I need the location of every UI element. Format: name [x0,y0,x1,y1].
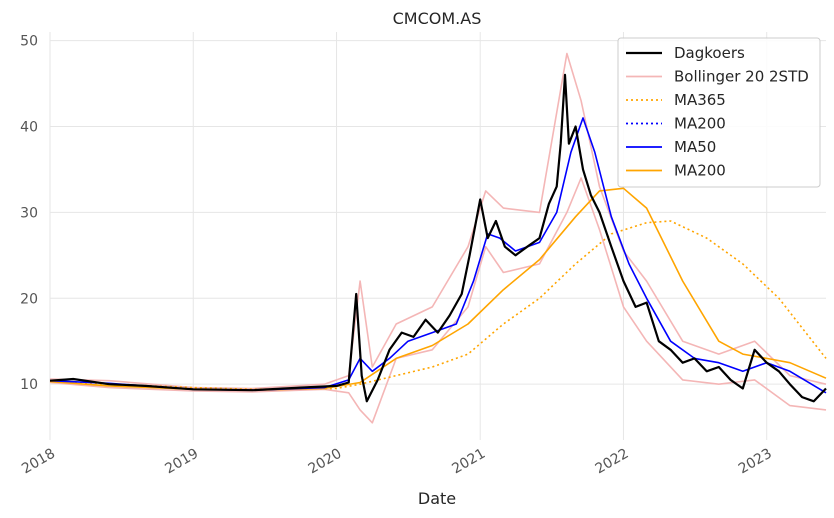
x-tick-label: 2018 [19,446,58,478]
legend: Dagkoers Bollinger 20 2STD MA365 MA200 MA50 M… [617,37,821,188]
series-ma365-line [49,220,827,391]
series-bollinger-20-2std-line [49,52,827,390]
legend-label: Bollinger 20 2STD [674,68,809,86]
chart-title: CMCOM.AS [393,9,482,28]
x-tick-label: 2022 [593,446,632,478]
legend-label: MA365 [674,91,726,109]
x-tick-label: 2023 [736,446,775,478]
series-bollinger-20-2std-lower-line [49,177,827,424]
y-tick-label: 30 [20,205,38,221]
x-tick-label: 2019 [162,446,201,478]
legend-label: MA50 [674,138,716,156]
x-axis-label: Date [418,489,456,508]
series-layer [49,52,827,424]
y-tick-label: 10 [20,377,38,393]
y-tick-label: 20 [20,291,38,307]
legend-label: MA200 [674,162,726,180]
legend-label: MA200 [674,115,726,133]
x-tick-label: 2021 [449,446,488,478]
legend-box [617,37,821,188]
x-tick-label: 2020 [306,446,345,478]
legend-label: Dagkoers [674,44,745,62]
y-tick-label: 50 [20,34,38,50]
y-tick-label: 40 [20,119,38,135]
series-dagkoers-line [49,73,827,403]
